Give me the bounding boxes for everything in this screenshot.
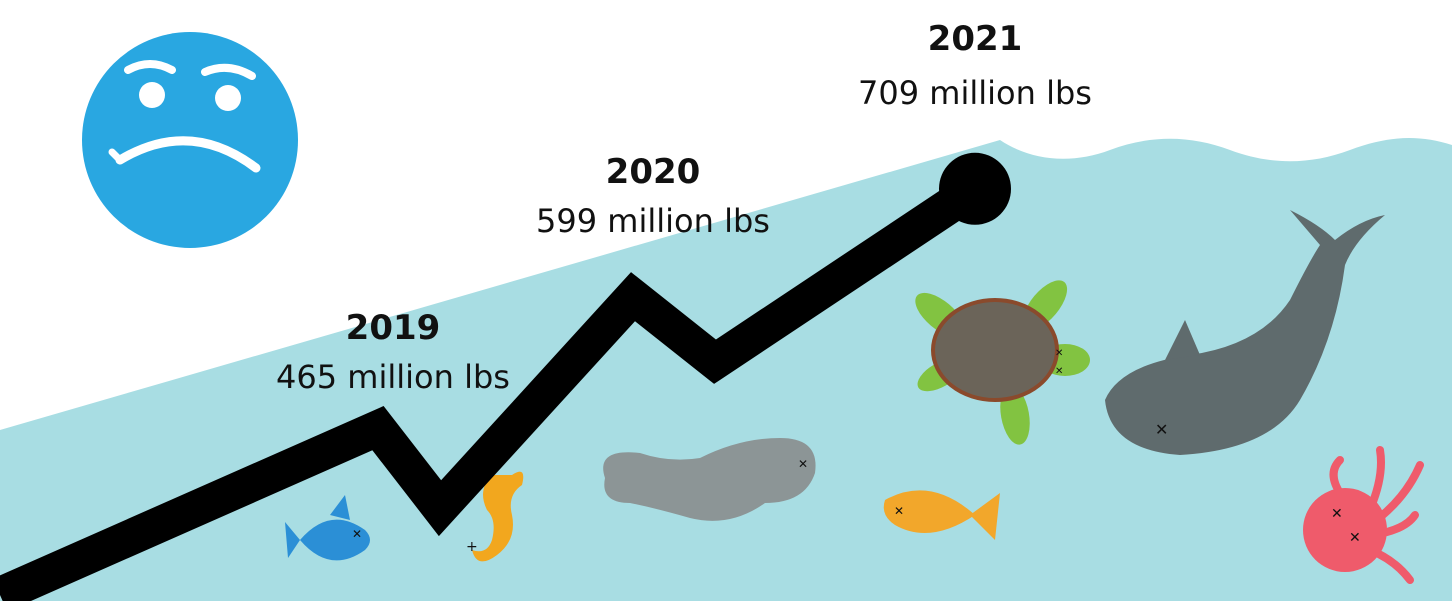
trend-chart bbox=[0, 152, 1011, 601]
fish-icon: ✕ bbox=[883, 490, 1000, 540]
manatee-icon: ✕ bbox=[603, 438, 816, 521]
svg-text:✕: ✕ bbox=[1055, 348, 1063, 359]
svg-text:✕: ✕ bbox=[798, 457, 808, 471]
octopus-icon: ✕ ✕ bbox=[1303, 446, 1424, 584]
whale-icon: ✕ bbox=[1105, 210, 1385, 455]
fish-icon: ✕ bbox=[285, 495, 370, 561]
svg-text:✕: ✕ bbox=[352, 527, 362, 541]
svg-text:✕: ✕ bbox=[1331, 506, 1343, 522]
year-label-2021: 2021 bbox=[927, 18, 1023, 59]
svg-text:✕: ✕ bbox=[894, 504, 904, 518]
year-label-2020: 2020 bbox=[605, 151, 701, 192]
value-label-2019: 465 million lbs bbox=[276, 358, 510, 397]
sad-face-icon bbox=[82, 32, 298, 248]
seahorse-icon: + bbox=[466, 471, 524, 562]
svg-text:✕: ✕ bbox=[1349, 530, 1361, 546]
trend-line bbox=[0, 173, 985, 601]
value-label-2021: 709 million lbs bbox=[858, 73, 1092, 112]
svg-text:✕: ✕ bbox=[1055, 366, 1063, 377]
svg-text:✕: ✕ bbox=[1155, 420, 1168, 439]
svg-text:+: + bbox=[466, 539, 478, 555]
trend-end-point bbox=[939, 152, 1011, 225]
value-label-2020: 599 million lbs bbox=[536, 201, 770, 240]
year-label-2019: 2019 bbox=[345, 308, 441, 349]
turtle-icon: ✕ ✕ bbox=[915, 280, 1090, 445]
